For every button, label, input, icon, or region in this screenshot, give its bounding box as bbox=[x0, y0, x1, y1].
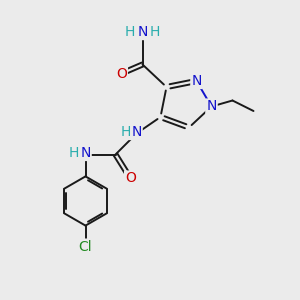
Text: H: H bbox=[150, 25, 160, 39]
Text: Cl: Cl bbox=[79, 240, 92, 254]
Text: N: N bbox=[80, 146, 91, 160]
Text: H: H bbox=[121, 125, 131, 139]
Text: H: H bbox=[125, 25, 135, 39]
Text: H: H bbox=[69, 146, 79, 160]
Text: N: N bbox=[191, 74, 202, 88]
Text: N: N bbox=[206, 100, 217, 113]
Text: N: N bbox=[137, 25, 148, 39]
Text: O: O bbox=[116, 67, 127, 80]
Text: O: O bbox=[125, 172, 136, 185]
Text: N: N bbox=[131, 125, 142, 139]
